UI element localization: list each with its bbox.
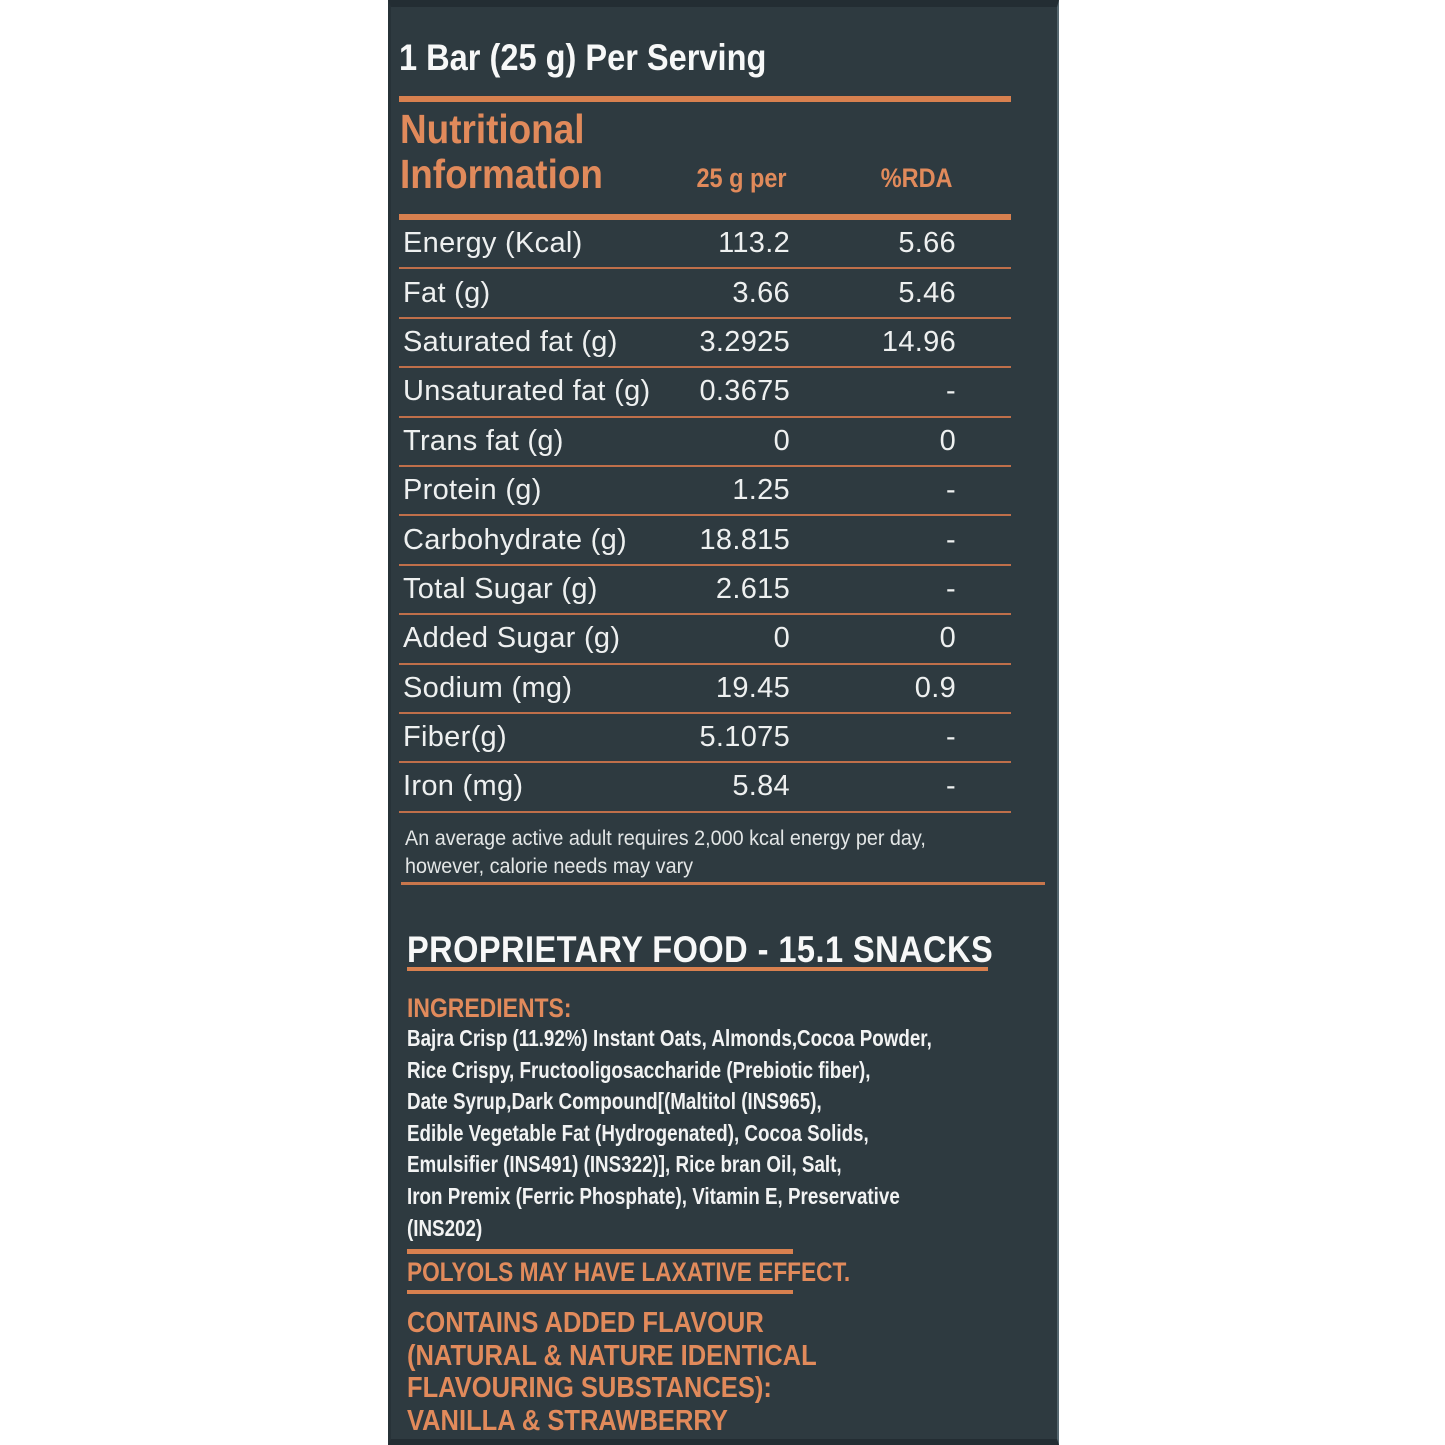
table-row: Trans fat (g) 0 0 — [399, 418, 1011, 467]
serving-size-text: 1 Bar (25 g) Per Serving — [399, 37, 767, 78]
flavour-line: VANILLA & STRAWBERRY — [407, 1404, 728, 1437]
row-label: Sodium (mg) — [403, 671, 573, 704]
table-row: Sodium (mg) 19.45 0.9 — [399, 665, 1011, 714]
divider-strong-top — [399, 96, 1011, 102]
row-label: Fiber(g) — [403, 721, 507, 754]
column-header-amount: 25 g per — [696, 163, 787, 193]
polyols-warning-text: POLYOLS MAY HAVE LAXATIVE EFFECT. — [407, 1257, 851, 1287]
row-rda: - — [946, 770, 956, 803]
table-row: Protein (g) 1.25 - — [399, 467, 1011, 517]
table-row: Total Sugar (g) 2.615 - — [399, 566, 1011, 616]
nutrition-panel: 1 Bar (25 g) Per Serving Nutritional Inf… — [388, 0, 1059, 1445]
row-label: Trans fat (g) — [403, 424, 564, 457]
row-rda: - — [946, 375, 956, 408]
row-amount: 0 — [773, 424, 790, 457]
ingredients-line: (INS202) — [407, 1214, 483, 1241]
row-rda: - — [946, 523, 956, 556]
polyols-rule-bottom — [407, 1290, 793, 1294]
table-row: Carbohydrate (g) 18.815 - — [399, 516, 1011, 566]
row-rda: 0 — [939, 424, 956, 457]
footnote-line-2: however, calorie needs may vary — [405, 854, 694, 878]
table-row: Fat (g) 3.66 5.46 — [399, 269, 1011, 319]
row-label: Unsaturated fat (g) — [403, 375, 651, 408]
ingredients-line: Bajra Crisp (11.92%) Instant Oats, Almon… — [407, 1025, 932, 1051]
row-amount: 113.2 — [718, 227, 790, 260]
title-line-1: Nutritional — [400, 106, 585, 152]
ingredients-line: Emulsifier (INS491) (INS322)], Rice bran… — [407, 1151, 842, 1178]
row-amount: 3.66 — [732, 276, 790, 309]
polyols-rule-top — [407, 1249, 793, 1254]
ingredients-line: Edible Vegetable Fat (Hydrogenated), Coc… — [407, 1119, 869, 1146]
row-rda: - — [946, 721, 956, 754]
row-rda: - — [946, 572, 956, 605]
row-amount: 3.2925 — [699, 325, 790, 358]
divider-proprietary — [407, 967, 988, 971]
flavour-line: (NATURAL & NATURE IDENTICAL — [407, 1339, 817, 1372]
row-label: Fat (g) — [403, 276, 491, 309]
flavour-line: FLAVOURING SUBSTANCES): — [407, 1372, 772, 1404]
nutrition-table: Energy (Kcal) 113.2 5.66 Fat (g) 3.66 5.… — [399, 220, 1011, 813]
polyols-warning: POLYOLS MAY HAVE LAXATIVE EFFECT. — [407, 1249, 851, 1294]
row-rda: 14.96 — [881, 325, 956, 358]
row-rda: 0 — [939, 622, 956, 655]
ingredients-heading: INGREDIENTS: — [407, 993, 572, 1023]
divider-strong-header — [399, 214, 1011, 220]
row-rda: 5.66 — [898, 227, 956, 260]
ingredients-line: Iron Premix (Ferric Phosphate), Vitamin … — [407, 1182, 900, 1209]
row-rda: 5.46 — [898, 276, 956, 309]
title-line-2: Information — [400, 151, 603, 197]
row-label: Added Sugar (g) — [403, 622, 621, 655]
row-label: Protein (g) — [403, 474, 542, 507]
row-amount: 18.815 — [699, 523, 790, 556]
row-amount: 1.25 — [732, 474, 790, 507]
table-row: Saturated fat (g) 3.2925 14.96 — [399, 319, 1011, 369]
row-label: Total Sugar (g) — [403, 572, 598, 605]
table-row: Fiber(g) 5.1075 - — [399, 714, 1011, 764]
divider-thin-footnote — [401, 882, 1045, 885]
table-row: Added Sugar (g) 0 0 — [399, 615, 1011, 665]
ingredients-line: Rice Crispy, Fructooligosaccharide (Preb… — [407, 1056, 871, 1083]
proprietary-food-title: PROPRIETARY FOOD - 15.1 SNACKS — [407, 929, 994, 970]
nutritional-information-title: Nutritional Information — [400, 107, 625, 197]
row-rda: 0.9 — [914, 671, 956, 704]
row-amount: 5.1075 — [699, 721, 790, 754]
row-amount: 19.45 — [715, 671, 790, 704]
table-row: Unsaturated fat (g) 0.3675 - — [399, 368, 1011, 418]
row-amount: 0.3675 — [699, 375, 790, 408]
column-header-rda: %RDA — [881, 163, 953, 193]
row-label: Iron (mg) — [403, 770, 524, 803]
rda-footnote: An average active adult requires 2,000 k… — [405, 824, 971, 880]
flavour-line: CONTAINS ADDED FLAVOUR — [407, 1307, 764, 1339]
table-row: Iron (mg) 5.84 - — [399, 763, 1011, 813]
table-row: Energy (Kcal) 113.2 5.66 — [399, 220, 1011, 270]
row-label: Saturated fat (g) — [403, 325, 618, 358]
footnote-line-1: An average active adult requires 2,000 k… — [405, 826, 926, 850]
row-label: Carbohydrate (g) — [403, 523, 628, 556]
row-label: Energy (Kcal) — [403, 227, 583, 260]
serving-size-line: 1 Bar (25 g) Per Serving — [399, 37, 816, 79]
row-amount: 0 — [773, 622, 790, 655]
ingredients-list: Bajra Crisp (11.92%) Instant Oats, Almon… — [407, 1023, 1063, 1244]
row-amount: 2.615 — [715, 572, 790, 605]
row-amount: 5.84 — [732, 770, 790, 803]
added-flavour-note: CONTAINS ADDED FLAVOUR (NATURAL & NATURE… — [407, 1307, 873, 1437]
ingredients-line: Date Syrup,Dark Compound[(Maltitol (INS9… — [407, 1088, 822, 1115]
row-rda: - — [946, 474, 956, 507]
